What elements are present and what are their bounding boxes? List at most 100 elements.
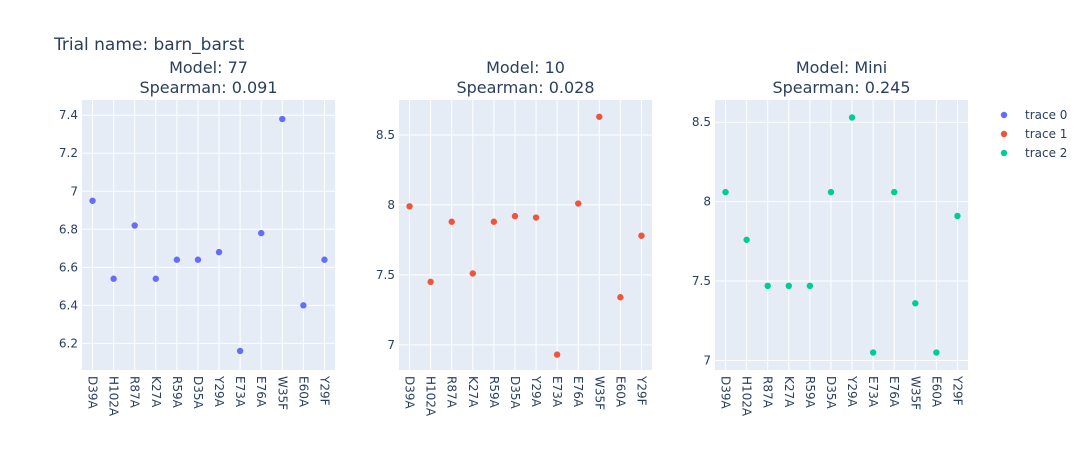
plot-area [399, 100, 652, 370]
x-tick-label: R59A [803, 376, 817, 409]
plot-area [715, 100, 968, 370]
data-point[interactable] [722, 188, 729, 196]
legend-marker [1000, 111, 1008, 119]
legend-item[interactable]: trace 2 [1000, 146, 1068, 160]
data-point[interactable] [827, 188, 835, 196]
data-point[interactable] [575, 200, 582, 207]
x-tick-label: E76A [571, 376, 585, 408]
x-tick-label: R87A [445, 376, 459, 409]
y-tick-label: 8 [703, 195, 711, 209]
legend-item[interactable]: trace 1 [1000, 127, 1068, 141]
data-point[interactable] [110, 275, 117, 282]
y-tick-label: 7.2 [59, 146, 78, 160]
figure-title: Trial name: barn_barst [53, 35, 245, 55]
y-tick-label: 7.5 [692, 274, 711, 288]
data-point[interactable] [743, 236, 750, 243]
x-tick-label: Y29A [212, 375, 226, 408]
data-point[interactable] [321, 256, 328, 263]
y-tick-label: 6.8 [59, 222, 78, 236]
data-point[interactable] [173, 256, 181, 263]
x-tick-label: Y29A [845, 375, 859, 408]
x-tick-label: E76A [254, 376, 268, 408]
data-point[interactable] [511, 212, 519, 220]
x-tick-label: E76A [887, 376, 901, 408]
y-tick-label: 6.4 [59, 298, 78, 312]
x-tick-label: D39A [719, 376, 733, 410]
legend-marker [1000, 149, 1008, 157]
x-tick-label: E73A [550, 376, 564, 408]
subplot-title-model: Model: Mini [796, 58, 887, 77]
data-point[interactable] [933, 349, 940, 356]
data-point[interactable] [912, 300, 919, 307]
x-tick-label: R87A [128, 376, 142, 409]
legend-label: trace 2 [1025, 146, 1067, 160]
data-point[interactable] [891, 188, 898, 196]
subplot-title-spearman: Spearman: 0.091 [139, 78, 277, 97]
x-tick-label: Y29F [317, 375, 331, 406]
x-tick-label: R59A [487, 376, 501, 409]
data-point[interactable] [532, 214, 540, 221]
x-tick-label: E60A [929, 376, 943, 408]
y-tick-label: 8.5 [692, 115, 711, 129]
legend[interactable]: trace 0 trace 1 trace 2 [1000, 108, 1068, 160]
subplot-1: 6.2 6.4 6.6 6.8 7 7.2 7.4 D39A H102A R87A K27A R59A… [59, 58, 335, 417]
subplot-title-spearman: Spearman: 0.245 [772, 78, 910, 97]
x-tick-label: D39A [86, 376, 100, 410]
x-tick-label: H102A [107, 376, 121, 417]
data-point[interactable] [954, 212, 961, 220]
x-tick-label: K27A [466, 376, 480, 408]
subplot-title-spearman: Spearman: 0.028 [456, 78, 594, 97]
data-point[interactable] [785, 282, 792, 290]
x-tick-label: W35F [592, 376, 606, 410]
data-point[interactable] [764, 282, 771, 290]
x-tick-label: D39A [403, 376, 417, 410]
y-tick-label: 7.5 [376, 268, 395, 282]
x-tick-label: D35A [191, 376, 205, 410]
data-point[interactable] [131, 222, 138, 229]
data-point[interactable] [848, 114, 856, 121]
x-tick-label: K27A [782, 376, 796, 408]
data-point[interactable] [258, 229, 265, 237]
data-point[interactable] [236, 347, 244, 355]
subplot-3: 7 7.5 8 8.5 D39A H102A R87A K27A R59A D35A Y29A E73… [692, 58, 968, 417]
data-point[interactable] [469, 270, 476, 277]
x-tick-label: Y29F [634, 375, 648, 406]
y-tick-label: 7 [70, 184, 78, 198]
data-point[interactable] [617, 294, 624, 301]
data-point[interactable] [89, 197, 96, 204]
x-tick-label: R87A [761, 376, 775, 409]
x-tick-label: D35A [508, 376, 522, 410]
data-point[interactable] [553, 351, 561, 358]
x-tick-label: H102A [740, 376, 754, 417]
x-tick-label: W35F [275, 376, 289, 410]
x-tick-label: E73A [866, 376, 880, 408]
data-point[interactable] [215, 248, 223, 256]
y-tick-label: 7 [703, 353, 711, 367]
x-tick-label: E60A [613, 376, 627, 408]
data-point[interactable] [448, 218, 455, 225]
data-point[interactable] [152, 275, 159, 282]
subplot-title-model: Model: 77 [169, 58, 248, 77]
data-point[interactable] [869, 349, 877, 356]
y-tick-label: 6.6 [59, 260, 78, 274]
data-point[interactable] [806, 282, 814, 290]
data-point[interactable] [194, 256, 202, 263]
legend-label: trace 0 [1025, 108, 1067, 122]
x-tick-label: Y29F [950, 375, 964, 406]
data-point[interactable] [490, 218, 498, 225]
x-tick-label: E73A [233, 376, 247, 408]
data-point[interactable] [300, 302, 307, 309]
data-point[interactable] [638, 232, 645, 239]
y-tick-label: 8.5 [376, 128, 395, 142]
data-point[interactable] [427, 278, 434, 286]
y-tick-label: 8 [387, 198, 395, 212]
x-tick-label: R59A [170, 376, 184, 409]
legend-item[interactable]: trace 0 [1000, 108, 1068, 122]
legend-label: trace 1 [1025, 127, 1067, 141]
data-point[interactable] [279, 115, 286, 123]
data-point[interactable] [406, 203, 413, 210]
data-point[interactable] [596, 113, 603, 120]
y-tick-label: 6.2 [59, 336, 78, 350]
x-tick-label: H102A [424, 376, 438, 417]
